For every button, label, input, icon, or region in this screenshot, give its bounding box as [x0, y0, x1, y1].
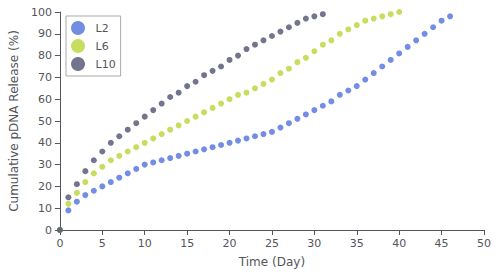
svg-text:60: 60	[38, 93, 52, 106]
svg-text:L2: L2	[96, 22, 109, 35]
svg-text:10: 10	[38, 202, 52, 215]
svg-text:Time (Day): Time (Day)	[238, 255, 305, 269]
svg-text:0: 0	[45, 224, 52, 237]
svg-text:Cumulative pDNA Release (%): Cumulative pDNA Release (%)	[7, 30, 21, 212]
svg-text:20: 20	[38, 180, 52, 193]
svg-text:40: 40	[392, 237, 406, 250]
svg-text:15: 15	[180, 237, 194, 250]
svg-text:70: 70	[38, 71, 52, 84]
svg-text:50: 50	[477, 237, 491, 250]
svg-text:25: 25	[265, 237, 279, 250]
svg-text:L10: L10	[96, 58, 116, 71]
svg-text:100: 100	[31, 6, 52, 19]
svg-text:90: 90	[38, 27, 52, 40]
svg-text:35: 35	[350, 237, 364, 250]
svg-text:30: 30	[38, 158, 52, 171]
svg-text:40: 40	[38, 136, 52, 149]
svg-text:50: 50	[38, 115, 52, 128]
svg-text:10: 10	[138, 237, 152, 250]
svg-text:L6: L6	[96, 40, 109, 53]
svg-text:5: 5	[99, 237, 106, 250]
svg-text:0: 0	[56, 237, 63, 250]
svg-text:20: 20	[223, 237, 237, 250]
svg-text:30: 30	[307, 237, 321, 250]
svg-text:45: 45	[435, 237, 449, 250]
svg-text:80: 80	[38, 49, 52, 62]
